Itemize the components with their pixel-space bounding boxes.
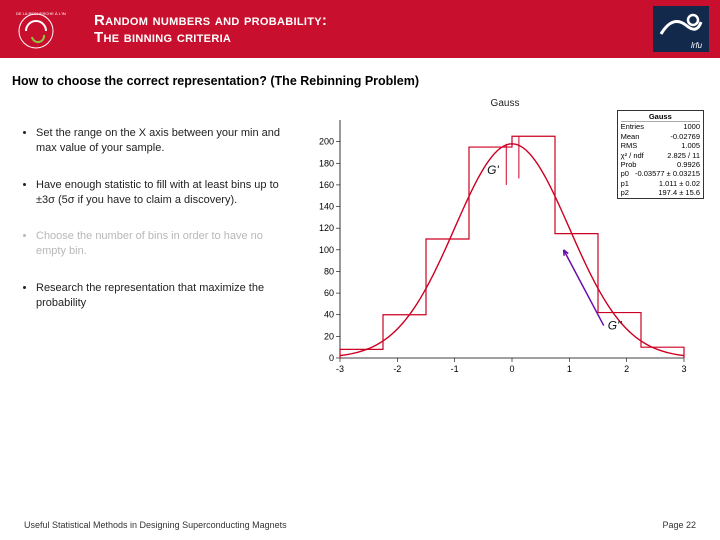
stats-row: RMS1.005 [621,141,700,150]
svg-text:140: 140 [319,202,334,212]
footer-left: Useful Statistical Methods in Designing … [24,520,287,530]
svg-text:G': G' [487,163,499,177]
stats-row: p11.011 ± 0.02 [621,179,700,188]
svg-text:0: 0 [329,353,334,363]
stats-row: χ² / ndf2.825 / 11 [621,151,700,160]
bullet-item: Have enough statistic to fill with at le… [36,178,288,208]
stats-row: p2197.4 ± 15.6 [621,188,700,197]
svg-text:2: 2 [624,364,629,374]
bullet-item: Research the representation that maximiz… [36,281,288,311]
subtitle: How to choose the correct representation… [12,74,708,88]
svg-text:1: 1 [567,364,572,374]
svg-text:160: 160 [319,180,334,190]
svg-text:lrfu: lrfu [691,41,703,50]
stats-header: Gauss [621,112,700,122]
stats-row: Prob0.9926 [621,160,700,169]
cea-logo: DE LA RECHERCHE À L'INDUSTRIE [4,4,74,54]
header-bar: DE LA RECHERCHE À L'INDUSTRIE Random num… [0,0,720,58]
header-title-1: Random numbers and probability: [94,12,650,29]
bullet-item: Set the range on the X axis between your… [36,126,288,156]
stats-row: Mean-0.02769 [621,132,700,141]
bullet-item: Choose the number of bins in order to ha… [36,229,288,259]
bullet-list: Set the range on the X axis between your… [8,96,298,382]
svg-text:3: 3 [681,364,686,374]
header-title-2: The binning criteria [94,29,650,46]
svg-text:20: 20 [324,331,334,341]
svg-text:G'': G'' [608,319,623,333]
svg-text:200: 200 [319,137,334,147]
svg-text:40: 40 [324,310,334,320]
svg-text:-3: -3 [336,364,344,374]
footer-right: Page 22 [662,520,696,530]
svg-text:100: 100 [319,245,334,255]
chart-title: Gauss [491,98,520,109]
svg-text:0: 0 [509,364,514,374]
svg-text:DE LA RECHERCHE À L'INDUSTRIE: DE LA RECHERCHE À L'INDUSTRIE [16,11,66,16]
irfu-logo: lrfu [650,4,712,54]
content-row: Set the range on the X axis between your… [0,96,720,382]
svg-text:60: 60 [324,288,334,298]
chart-area: Gauss Gauss Entries1000Mean-0.02769RMS1.… [298,96,712,382]
svg-text:-2: -2 [393,364,401,374]
stats-row: Entries1000 [621,122,700,131]
svg-text:-1: -1 [451,364,459,374]
svg-text:80: 80 [324,266,334,276]
footer: Useful Statistical Methods in Designing … [0,520,720,530]
svg-text:180: 180 [319,158,334,168]
header-titles: Random numbers and probability: The binn… [74,12,650,46]
stats-row: p0-0.03577 ± 0.03215 [621,169,700,178]
svg-text:120: 120 [319,223,334,233]
stats-box: Gauss Entries1000Mean-0.02769RMS1.005χ² … [617,110,704,199]
